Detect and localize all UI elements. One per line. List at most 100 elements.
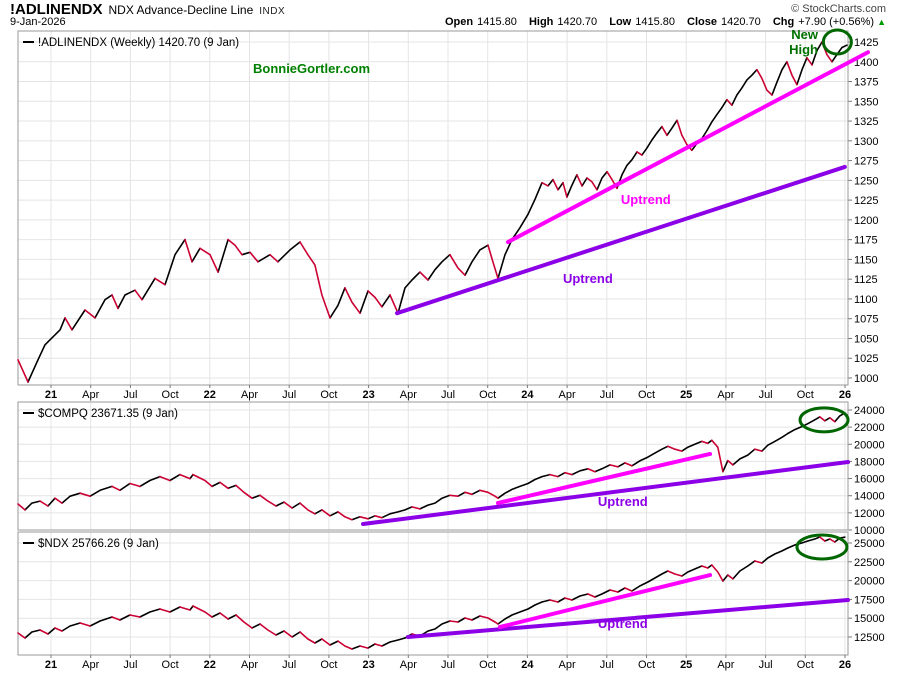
x-axis-label: Apr [241,389,258,401]
x-axis-label: Jul [600,659,614,671]
x-axis-label: Apr [717,389,734,401]
y-axis-label: 1350 [854,96,878,108]
x-axis-label: Jul [600,389,614,401]
x-axis-label: Jul [123,659,137,671]
y-axis-label: 22000 [854,422,885,434]
x-axis-label: Oct [479,659,496,671]
ndx-purple-trendline [405,598,851,639]
x-axis-label: 23 [362,389,374,401]
annotation-label: Uptrend [621,192,671,207]
y-axis-label: 1000 [854,373,878,385]
ndx-magenta-trendline [497,573,713,629]
y-axis-label: 17500 [854,594,885,606]
x-axis-label: Oct [797,389,814,401]
x-axis-label: 21 [45,389,57,401]
x-axis-label: 21 [45,659,57,671]
high-label: High [528,16,554,28]
chg-value: +7.90 (+0.56%) [798,16,875,28]
y-axis-label: 22500 [854,557,885,569]
x-axis-label: Jul [282,389,296,401]
y-axis-label: 14000 [854,491,885,503]
adl-legend: !ADLINENDX (Weekly) 1420.70 (9 Jan) [38,37,239,49]
y-axis-label: 1300 [854,136,878,148]
y-axis-label: 12000 [854,508,885,520]
x-axis-label: Apr [82,389,99,401]
ndx-legend: $NDX 25766.26 (9 Jan) [38,538,159,550]
adl-magenta-trendline [506,50,871,245]
y-axis-label: 1400 [854,57,878,69]
compq-price-line-down [17,416,836,521]
quote-row: 9-Jan-2026 Open 1415.80 High 1420.70 Low 14… [10,16,886,29]
y-axis-label: 1225 [854,195,878,207]
x-axis-label: Oct [162,659,179,671]
chart-header: !ADLINENDX NDX Advance-Decline Line INDX ©… [0,0,900,31]
adl-panel: 1425 1400 1375 1350 1325 1300 1275 1250 1225 1200… [17,27,878,401]
x-axis-label: Oct [162,389,179,401]
x-axis-label: Oct [638,389,655,401]
x-axis-label: 23 [362,659,374,671]
x-axis-label: Jul [282,659,296,671]
compq-legend: $COMPQ 23671.35 (9 Jan) [38,408,178,420]
close-value: 1420.70 [721,16,761,28]
x-axis-label: 26 [839,389,851,401]
x-axis-label: Apr [400,659,417,671]
y-axis-label: 1175 [854,235,878,247]
annotation-label: New [791,27,819,42]
x-axis-label: Oct [797,659,814,671]
y-axis-label: 20000 [854,439,885,451]
y-axis-label: 1150 [854,254,878,266]
y-axis-label: 16000 [854,474,885,486]
ndx-price-line [24,536,846,650]
low-value: 1415.80 [635,16,675,28]
ndx-panel: 25000 22500 20000 17500 15000 12500 Uptrend $ND… [17,531,885,671]
symbol-ticker: !ADLINENDX [10,1,103,18]
x-axis-label: Oct [320,659,337,671]
x-axis-label: Apr [559,659,576,671]
y-axis-label: 1325 [854,116,878,128]
up-triangle-icon: ▲ [877,17,886,27]
close-label: Close [687,16,718,28]
x-axis-label: Jul [123,389,137,401]
adl-price-line-down [17,41,833,383]
y-axis-label: 20000 [854,576,885,588]
x-axis-label: 25 [680,389,692,401]
x-axis-label: 25 [680,659,692,671]
annotation-label: Uptrend [598,494,648,509]
compq-panel: 24000 22000 20000 18000 16000 14000 12000 10000… [17,401,885,537]
low-label: Low [609,16,632,28]
symbol-name: NDX Advance-Decline Line [108,3,254,17]
y-axis-label: 25000 [854,538,885,550]
x-axis-label: Oct [479,389,496,401]
annotation-label: Uptrend [598,616,648,631]
copyright-text: © StockCharts.com [791,3,886,15]
x-axis-label: Oct [638,659,655,671]
compq-magenta-trendline [496,451,713,505]
x-axis-label: Jul [759,389,773,401]
y-axis-label: 1075 [854,314,878,326]
y-axis-label: 1200 [854,215,878,227]
open-value: 1415.80 [477,16,517,28]
x-axis-label: Apr [241,659,258,671]
x-axis-label: Jul [441,389,455,401]
y-axis-label: 1125 [854,274,878,286]
compq-price-line [24,412,846,521]
y-axis-label: 1275 [854,156,878,168]
x-axis-label: Apr [717,659,734,671]
y-axis-label: 1425 [854,37,878,49]
title-row: !ADLINENDX NDX Advance-Decline Line INDX ©… [10,1,886,18]
panel-border [17,531,849,656]
adl-price-line [27,41,848,383]
ohlc-quote: Open 1415.80 High 1420.70 Low 1415.80 Close… [445,16,886,28]
chg-label: Chg [772,16,795,28]
x-axis-label: Apr [559,389,576,401]
new-high-ellipse [821,28,853,56]
x-axis-label: Jul [441,659,455,671]
symbol-exchange: INDX [259,6,286,17]
y-axis-label: 18000 [854,456,885,468]
annotation-label: Uptrend [563,271,613,286]
chart-date: 9-Jan-2026 [10,16,66,28]
y-axis-label: 1050 [854,333,878,345]
x-axis-label: 24 [521,659,534,671]
x-axis-label: Jul [759,659,773,671]
